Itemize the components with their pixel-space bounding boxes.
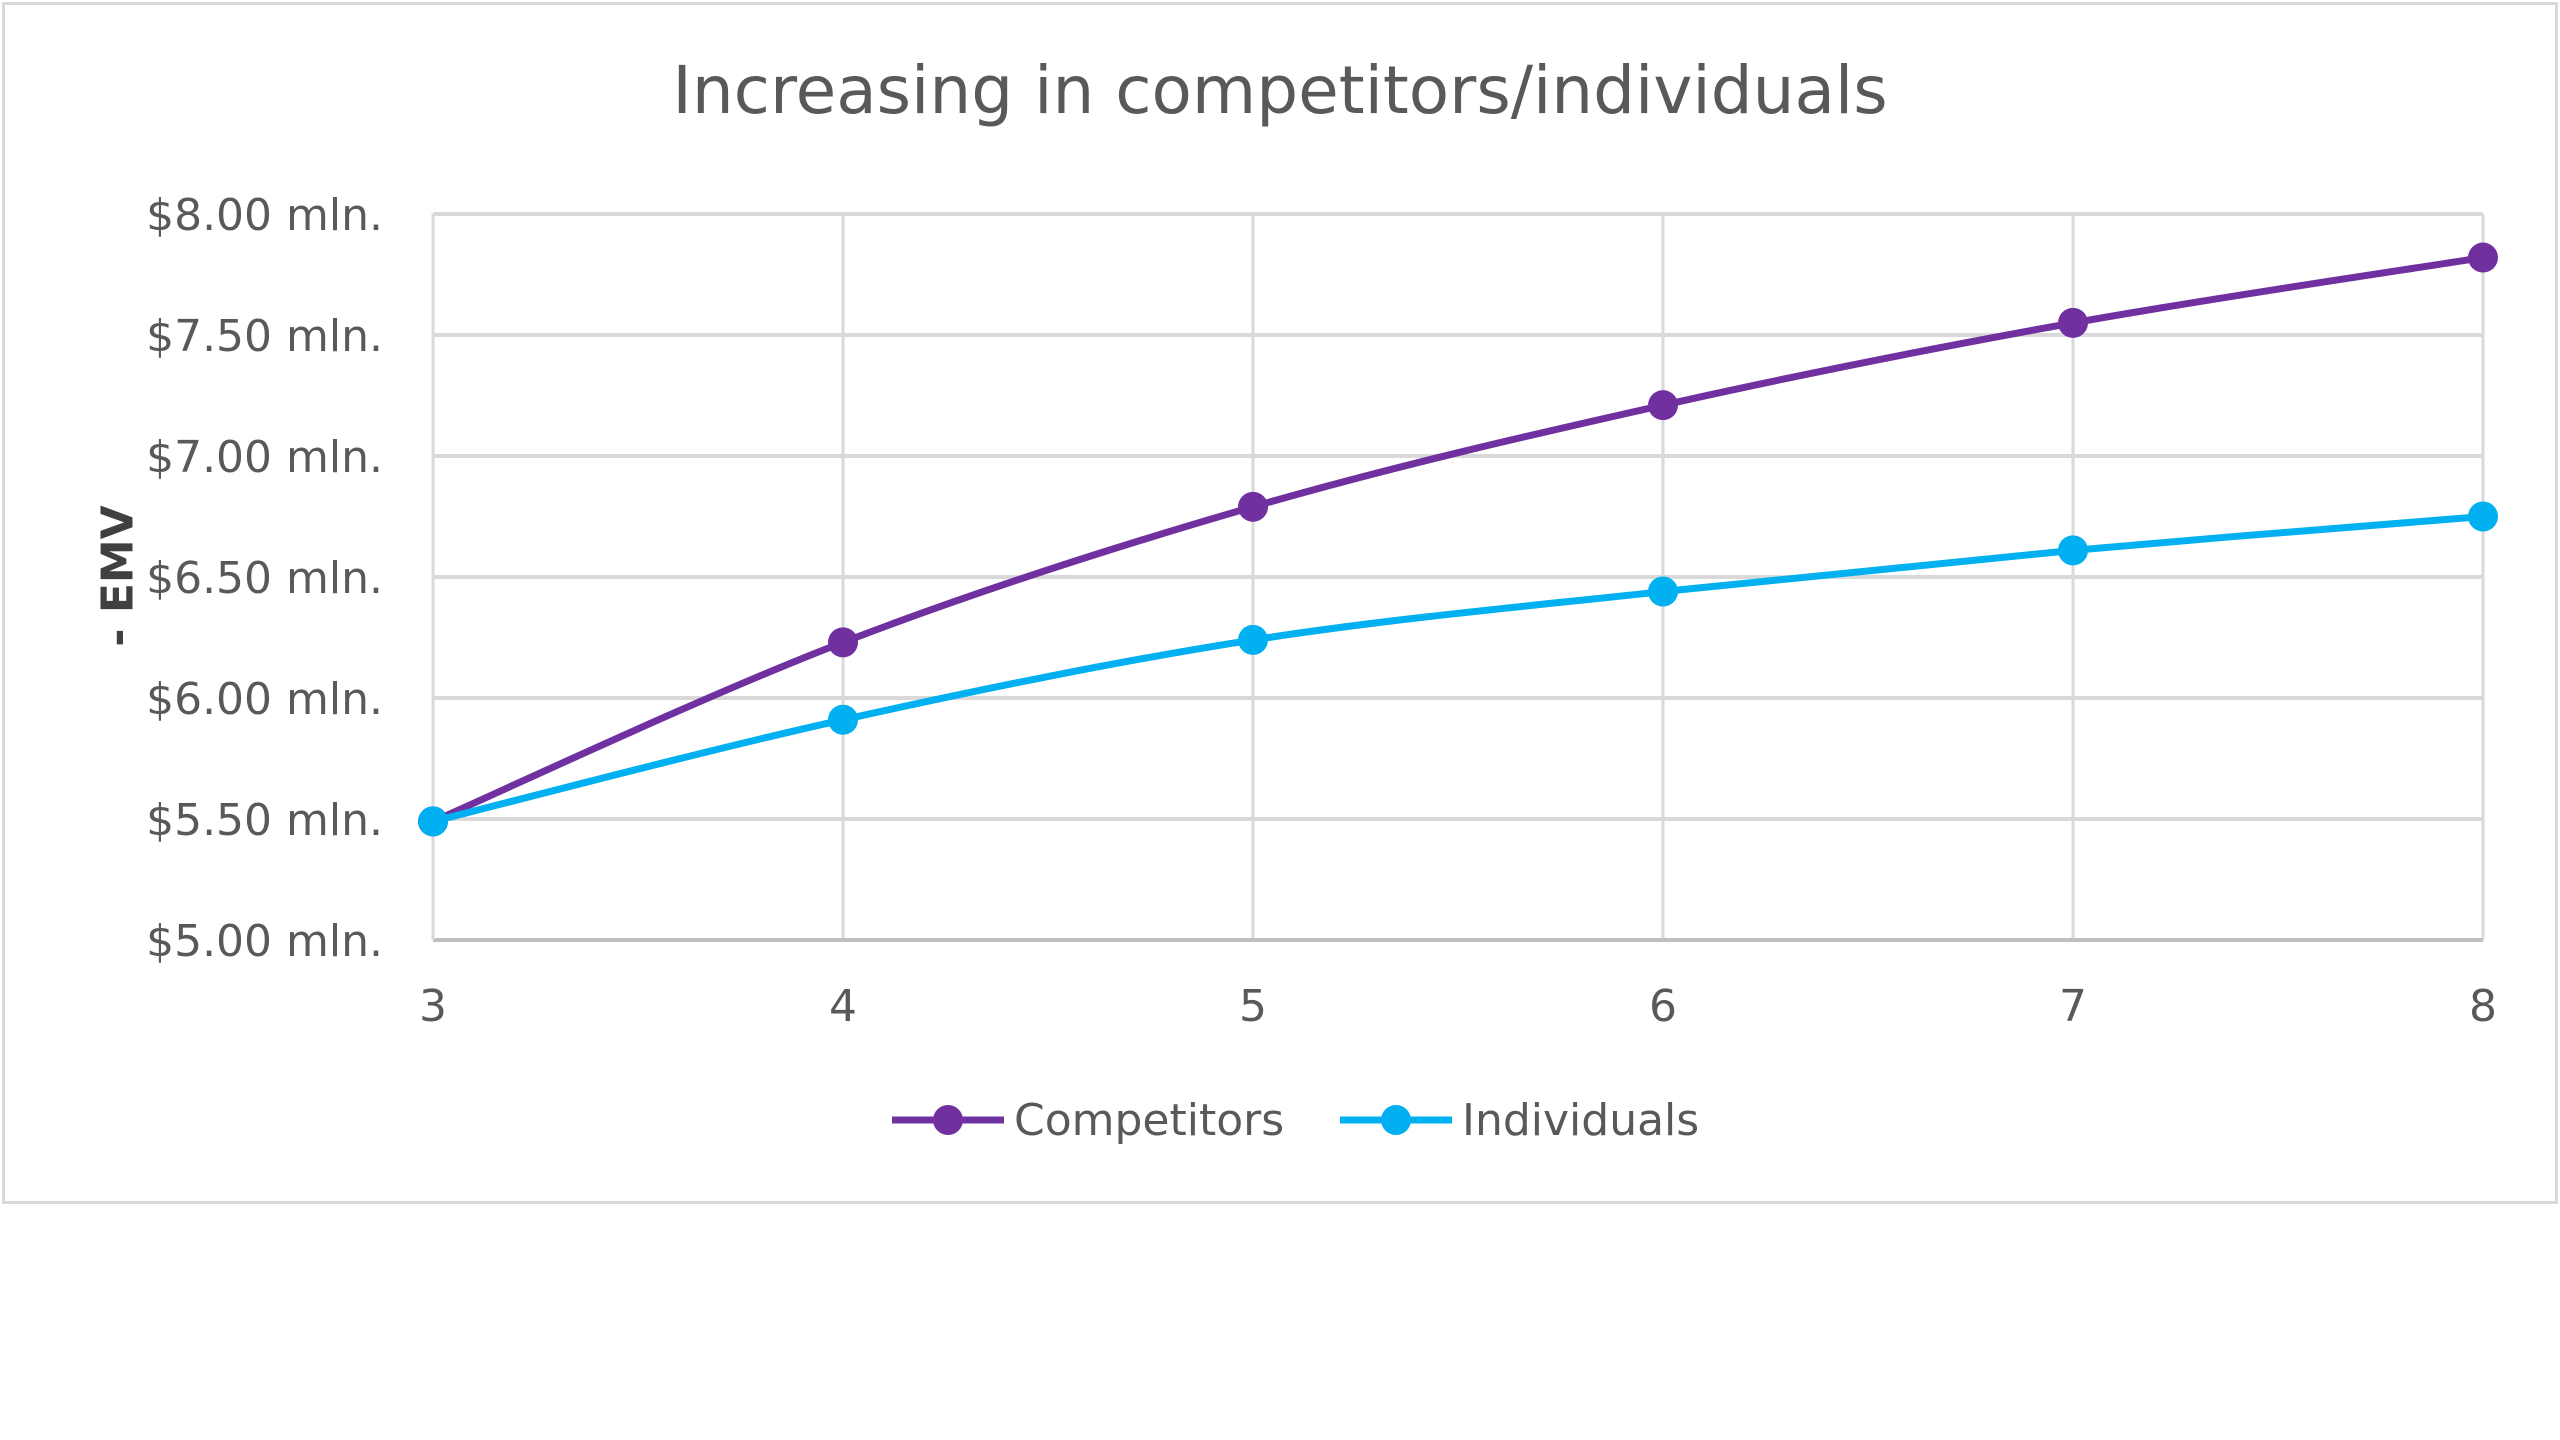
x-tick-label: 7 [2059, 981, 2087, 1032]
legend-label: Competitors [1014, 1094, 1285, 1146]
data-point-competitors[interactable] [1648, 390, 1678, 421]
legend-marker-individuals-icon [1340, 1105, 1452, 1135]
series-line-individuals [432, 513, 2484, 825]
x-tick-label: 6 [1649, 981, 1677, 1032]
data-point-competitors[interactable] [2058, 307, 2088, 338]
data-point-competitors[interactable] [2468, 242, 2498, 273]
data-point-individuals[interactable] [2058, 535, 2088, 566]
y-tick-label: $5.50 mln. [146, 795, 383, 846]
legend-item-competitors[interactable]: Competitors [890, 1090, 1284, 1150]
chart-title: Increasing in competitors/individuals [672, 52, 1888, 129]
y-tick-label: $6.00 mln. [146, 674, 383, 725]
y-tick-label: $8.00 mln. [146, 190, 383, 241]
legend-label: Individuals [1462, 1094, 1700, 1146]
x-tick-label: 3 [419, 981, 447, 1032]
y-tick-label: $5.00 mln. [146, 916, 383, 967]
legend: Competitors Individuals [0, 1090, 2560, 1150]
data-point-individuals[interactable] [2468, 501, 2498, 532]
x-tick-label: 8 [2469, 981, 2497, 1032]
data-point-individuals[interactable] [418, 806, 448, 837]
data-point-competitors[interactable] [1238, 491, 1268, 522]
x-tick-label: 4 [829, 981, 857, 1032]
data-point-individuals[interactable] [1648, 576, 1678, 607]
y-tick-label: $6.50 mln. [146, 553, 383, 604]
legend-item-individuals[interactable]: Individuals [1338, 1090, 1699, 1150]
series-line-competitors [431, 254, 2484, 825]
legend-marker-competitors-icon [892, 1105, 1004, 1135]
data-point-individuals[interactable] [1238, 624, 1268, 655]
data-point-competitors[interactable] [828, 627, 858, 658]
chart-frame [2, 2, 2558, 1204]
x-tick-label: 5 [1239, 981, 1267, 1032]
y-tick-label: $7.50 mln. [146, 311, 383, 362]
data-point-individuals[interactable] [828, 704, 858, 735]
y-tick-label: $7.00 mln. [146, 432, 383, 483]
